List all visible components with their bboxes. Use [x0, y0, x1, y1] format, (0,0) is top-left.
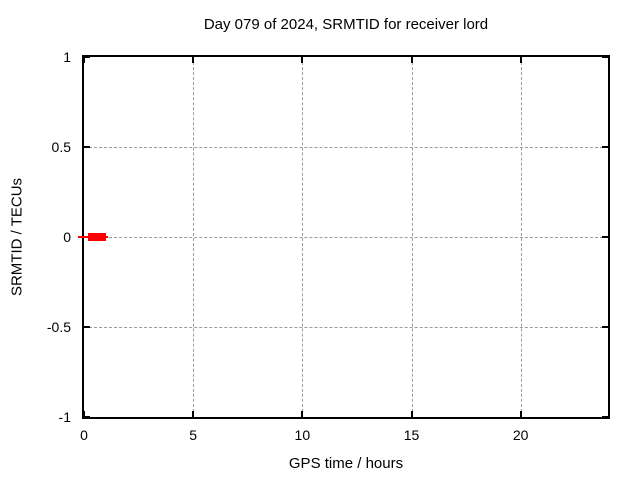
x-tick-bottom [83, 411, 85, 417]
x-tick-bottom [301, 411, 304, 417]
y-tick-label: 0.5 [51, 139, 71, 155]
x-tick-top [83, 57, 85, 63]
x-tick-bottom [410, 411, 413, 417]
y-tick-left [84, 416, 90, 418]
y-tick-label: -1 [58, 409, 71, 425]
x-tick-top [301, 57, 304, 63]
data-point-cluster [87, 233, 106, 241]
h-gridline [84, 327, 608, 328]
x-tick-label: 15 [403, 427, 420, 443]
x-tick-label: 20 [512, 427, 529, 443]
y-tick-left [84, 146, 90, 148]
y-tick-label: 0 [63, 229, 71, 245]
x-tick-bottom [519, 411, 522, 417]
x-tick-bottom [192, 411, 195, 417]
h-gridline [84, 147, 608, 148]
h-gridline [84, 237, 608, 238]
y-tick-left [84, 56, 90, 58]
y-tick-left [84, 326, 90, 328]
y-tick-label: -0.5 [46, 319, 71, 335]
chart-title: Day 079 of 2024, SRMTID for receiver lor… [203, 16, 489, 33]
y-tick-right [602, 56, 608, 58]
x-tick-top [192, 57, 195, 63]
y-tick-label: 1 [63, 49, 71, 65]
y-tick-right [602, 416, 608, 418]
x-tick-top [519, 57, 522, 63]
x-tick-label: 5 [189, 427, 198, 443]
x-tick-top [410, 57, 413, 63]
y-tick-right [602, 146, 608, 148]
x-tick-label: 10 [294, 427, 311, 443]
x-axis-label: GPS time / hours [288, 455, 404, 472]
x-tick-label: 0 [80, 427, 88, 443]
plot-area [78, 55, 610, 419]
y-tick-right [602, 236, 608, 238]
y-tick-right [602, 326, 608, 328]
